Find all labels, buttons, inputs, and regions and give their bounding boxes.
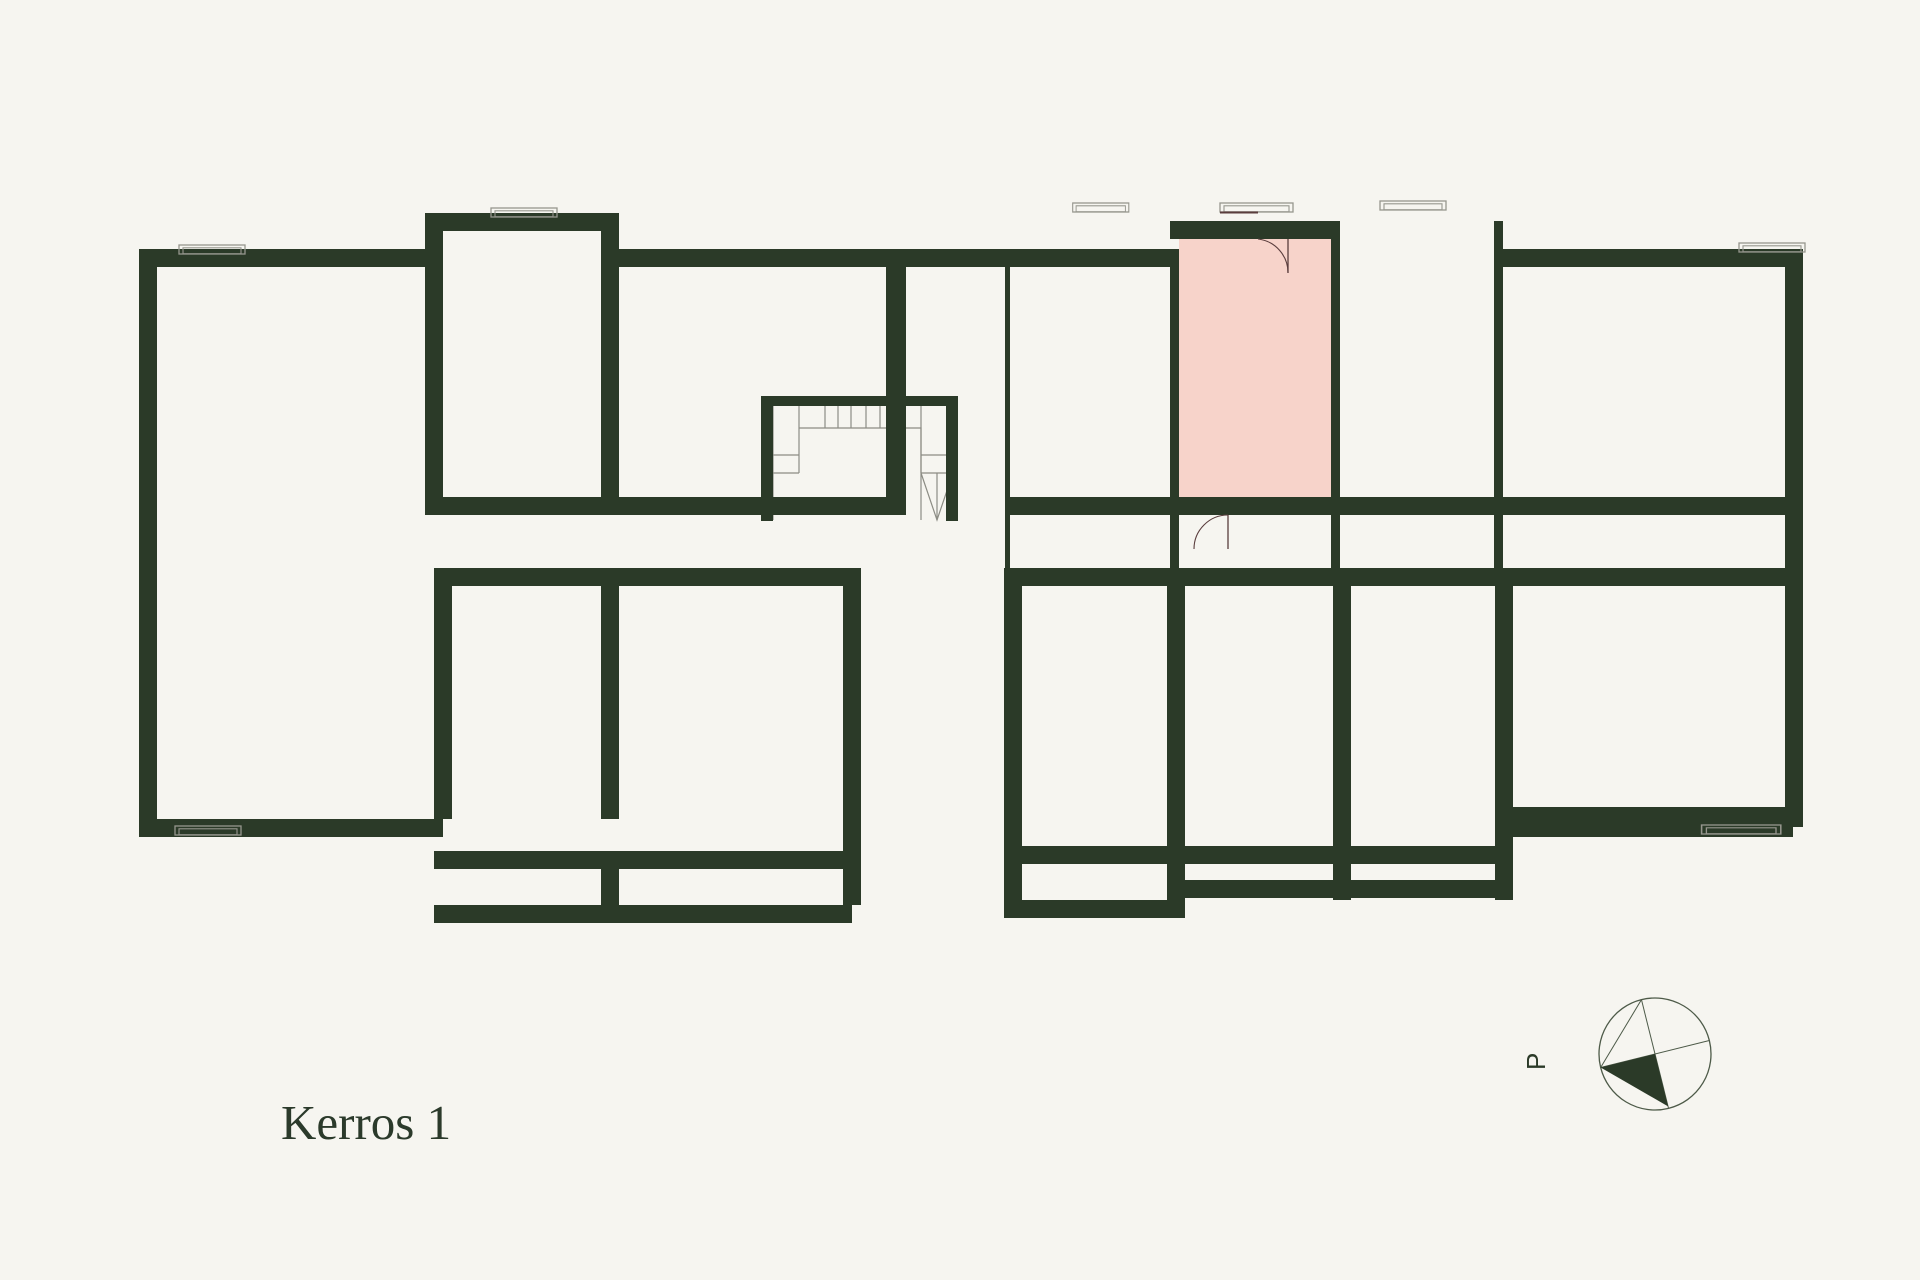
svg-text:P: P (1521, 1053, 1551, 1070)
